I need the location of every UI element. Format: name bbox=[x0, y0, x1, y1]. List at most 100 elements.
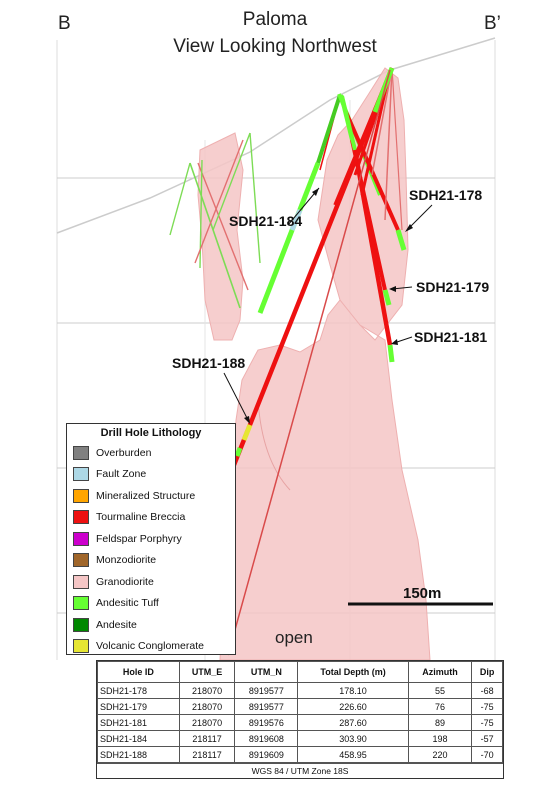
drill-trace-deep bbox=[227, 69, 391, 656]
legend-label: Volcanic Conglomerate bbox=[96, 640, 204, 653]
legend-title: Drill Hole Lithology bbox=[100, 427, 202, 439]
legend-item: Tourmaline Breccia bbox=[73, 507, 229, 529]
table-row: SDH21-184 218117 8919608 303.90 198 -57 bbox=[97, 730, 503, 747]
cross-section-drawing bbox=[56, 37, 496, 661]
granodiorite-body-main bbox=[219, 67, 431, 661]
legend-item: Monzodiorite bbox=[73, 550, 229, 572]
table-cell: -75 bbox=[471, 714, 503, 731]
table-cell: -70 bbox=[471, 746, 503, 763]
cross-section: B B’ Paloma View Looking Northwest SDH21… bbox=[56, 9, 501, 661]
table-cell: 55 bbox=[407, 682, 473, 699]
table-header-cell: Azimuth bbox=[407, 661, 473, 683]
legend-swatch bbox=[73, 639, 89, 654]
table-header-cell: Total Depth (m) bbox=[297, 661, 409, 683]
table-header-cell: Hole ID bbox=[97, 661, 180, 683]
legend-swatch bbox=[73, 574, 89, 589]
topography-line bbox=[56, 37, 496, 234]
legend-swatch bbox=[73, 445, 89, 460]
table-cell: 178.10 bbox=[297, 682, 409, 699]
legend-swatch bbox=[73, 488, 89, 503]
leader-lines bbox=[223, 187, 433, 424]
section-start-marker: B bbox=[58, 13, 71, 34]
table-cell: -68 bbox=[471, 682, 503, 699]
table-cell: 303.90 bbox=[297, 730, 409, 747]
open-at-depth-label: open bbox=[275, 628, 313, 647]
drill-hole-sdh21-181 bbox=[340, 95, 395, 363]
legend-label: Andesitic Tuff bbox=[96, 597, 159, 610]
legend-swatch bbox=[73, 617, 89, 632]
label-sdh21-188: SDH21-188 bbox=[172, 355, 246, 371]
legend-swatch bbox=[73, 510, 89, 525]
table-cell: SDH21-179 bbox=[97, 698, 180, 715]
table-cell: SDH21-184 bbox=[97, 730, 180, 747]
legend-item: Volcanic Conglomerate bbox=[73, 636, 229, 658]
legend-item: Granodiorite bbox=[73, 571, 229, 593]
table-cell: 287.60 bbox=[297, 714, 409, 731]
legend-swatch bbox=[73, 531, 89, 546]
table-cell: 76 bbox=[407, 698, 473, 715]
legend-label: Fault Zone bbox=[96, 468, 147, 481]
table-body: SDH21-178 218070 8919577 178.10 55 -68 SDH21-1… bbox=[97, 682, 503, 763]
table-cell: 8919608 bbox=[234, 730, 299, 747]
table-cell: 8919576 bbox=[234, 714, 299, 731]
legend-items: Overburden Fault Zone Mineralized Structur… bbox=[73, 442, 229, 657]
legend-label: Monzodiorite bbox=[96, 554, 157, 567]
label-sdh21-179: SDH21-179 bbox=[416, 279, 490, 295]
label-sdh21-178: SDH21-178 bbox=[409, 187, 483, 203]
legend-item: Feldspar Porphyry bbox=[73, 528, 229, 550]
label-sdh21-181: SDH21-181 bbox=[414, 329, 488, 345]
legend-item: Overburden bbox=[73, 442, 229, 464]
legend-label: Andesite bbox=[96, 618, 137, 631]
table-cell: SDH21-178 bbox=[97, 682, 180, 699]
legend-label: Overburden bbox=[96, 446, 152, 459]
table-cell: SDH21-188 bbox=[97, 746, 180, 763]
legend-label: Mineralized Structure bbox=[96, 489, 196, 502]
table-row: SDH21-179 218070 8919577 226.60 76 -75 bbox=[97, 698, 503, 715]
legend-swatch bbox=[73, 467, 89, 482]
table-cell: -75 bbox=[471, 698, 503, 715]
table-header-cell: UTM_N bbox=[234, 661, 299, 683]
table-header-cell: UTM_E bbox=[178, 661, 236, 683]
drill-traces-western bbox=[169, 132, 261, 309]
table-cell: 218070 bbox=[178, 698, 236, 715]
table-row: SDH21-178 218070 8919577 178.10 55 -68 bbox=[97, 682, 503, 699]
drill-hole-sdh21-184 bbox=[257, 94, 342, 314]
legend-swatch bbox=[73, 596, 89, 611]
table-row: SDH21-188 218117 8919609 458.95 220 -70 bbox=[97, 746, 503, 763]
legend-swatch bbox=[73, 553, 89, 568]
collar-table: Hole ID UTM_E UTM_N Total Depth (m) Azimuth D… bbox=[97, 661, 503, 763]
table-cell: 8919609 bbox=[234, 746, 299, 763]
table-cell: 220 bbox=[407, 746, 473, 763]
legend-label: Tourmaline Breccia bbox=[96, 511, 186, 524]
table-cell: 218117 bbox=[178, 746, 236, 763]
legend-item: Fault Zone bbox=[73, 464, 229, 486]
table-cell: 226.60 bbox=[297, 698, 409, 715]
legend-item: Mineralized Structure bbox=[73, 485, 229, 507]
view-direction: View Looking Northwest bbox=[173, 36, 377, 57]
table-cell: 89 bbox=[407, 714, 473, 731]
table-cell: 218070 bbox=[178, 682, 236, 699]
legend-item: Andesite bbox=[73, 614, 229, 636]
lithology-legend: Drill Hole Lithology Overburden Fault Zon… bbox=[66, 423, 236, 655]
table-row: SDH21-181 218070 8919576 287.60 89 -75 bbox=[97, 714, 503, 731]
table-cell: -57 bbox=[471, 730, 503, 747]
table-cell: SDH21-181 bbox=[97, 714, 180, 731]
table-cell: 218117 bbox=[178, 730, 236, 747]
project-title: Paloma bbox=[242, 9, 308, 30]
legend-item: Andesitic Tuff bbox=[73, 593, 229, 615]
table-cell: 458.95 bbox=[297, 746, 409, 763]
contact-line bbox=[257, 399, 291, 491]
scale-bar-label: 150m bbox=[403, 585, 442, 602]
table-cell: 198 bbox=[407, 730, 473, 747]
collar-table-container: Hole ID UTM_E UTM_N Total Depth (m) Azimuth D… bbox=[96, 660, 504, 779]
legend-label: Granodiorite bbox=[96, 575, 154, 588]
table-cell: 8919577 bbox=[234, 698, 299, 715]
table-cell: 8919577 bbox=[234, 682, 299, 699]
table-cell: 218070 bbox=[178, 714, 236, 731]
label-sdh21-184: SDH21-184 bbox=[229, 213, 303, 229]
legend-label: Feldspar Porphyry bbox=[96, 532, 182, 545]
section-end-marker: B’ bbox=[484, 13, 501, 34]
table-footer: WGS 84 / UTM Zone 18S bbox=[97, 763, 503, 778]
table-header-cell: Dip bbox=[471, 661, 503, 683]
table-header-row: Hole ID UTM_E UTM_N Total Depth (m) Azimuth D… bbox=[97, 661, 503, 683]
